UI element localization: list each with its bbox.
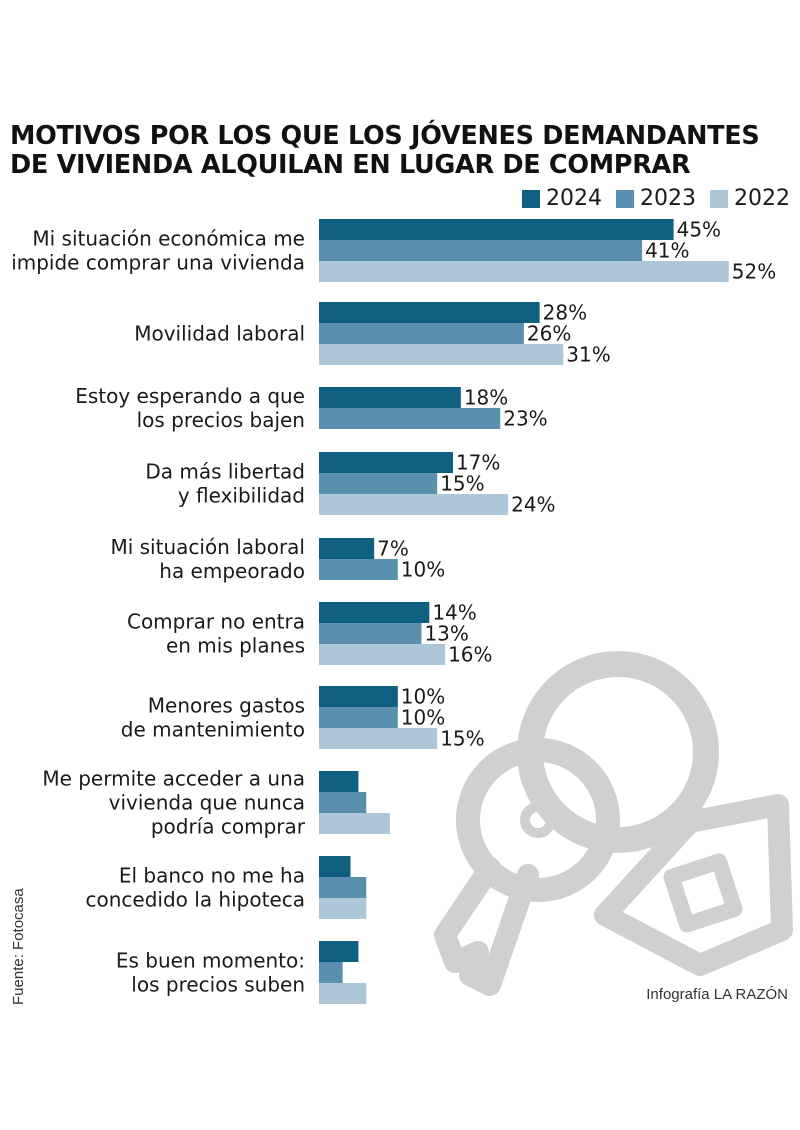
category-label-movilidad-laboral-line-1: Movilidad laboral bbox=[134, 322, 305, 346]
legend: 2024 2023 2022 bbox=[508, 186, 790, 211]
bar-2022-cat-9 bbox=[319, 898, 367, 919]
bar-2023-cat-7 bbox=[319, 707, 398, 728]
value-label-2024-cat-2: 28% bbox=[543, 301, 587, 325]
category-label-me-permite-acceder-a-una-line-1: Me permite acceder a una bbox=[42, 767, 305, 791]
value-label-2023-cat-7: 10% bbox=[401, 706, 445, 730]
category-label-comprar-no-entra-line-2: en mis planes bbox=[166, 634, 305, 658]
bar-2022-cat-7 bbox=[319, 728, 438, 749]
legend-item-2022: 2022 bbox=[710, 186, 790, 211]
category-label-comprar-no-entra-line-1: Comprar no entra bbox=[127, 610, 305, 634]
legend-item-2024: 2024 bbox=[522, 186, 602, 211]
category-label-menores-gastos-line-1: Menores gastos bbox=[148, 694, 305, 718]
category-label-da-mas-libertad-line-2: y flexibilidad bbox=[178, 484, 305, 508]
value-label-2024-cat-6: 14% bbox=[432, 601, 476, 625]
bar-2024-cat-7 bbox=[319, 686, 398, 707]
bar-2023-cat-9 bbox=[319, 877, 367, 898]
bar-2024-cat-6 bbox=[319, 602, 430, 623]
value-label-2023-cat-3: 23% bbox=[503, 407, 547, 431]
legend-swatch-2023 bbox=[616, 189, 634, 208]
legend-swatch-2022 bbox=[710, 189, 728, 208]
category-label-me-permite-acceder-a-una-line-2: vivienda que nunca bbox=[109, 791, 305, 815]
category-label-el-banco-no-me-ha-line-1: El banco no me ha bbox=[119, 864, 305, 888]
bar-2023-cat-2 bbox=[319, 323, 524, 344]
bar-2024-cat-10 bbox=[319, 941, 359, 962]
bar-2022-cat-6 bbox=[319, 644, 446, 665]
bar-2023-cat-3 bbox=[319, 408, 501, 429]
bar-2022-cat-4 bbox=[319, 494, 509, 515]
category-label-mi-situacion-economica-me-line-2: impide comprar una vivienda bbox=[11, 251, 305, 275]
value-label-2024-cat-4: 17% bbox=[456, 451, 500, 475]
category-label-es-buen-momento-line-2: los precios suben bbox=[131, 973, 305, 997]
value-label-2022-cat-4: 24% bbox=[511, 493, 555, 517]
chart-title: MOTIVOS POR LOS QUE LOS JÓVENES DEMANDAN… bbox=[10, 122, 770, 180]
value-label-2024-cat-5: 7% bbox=[377, 537, 409, 561]
bar-2023-cat-10 bbox=[319, 962, 343, 983]
value-label-2022-cat-2: 31% bbox=[566, 343, 610, 367]
category-label-estoy-esperando-a-que-line-2: los precios bajen bbox=[137, 408, 305, 432]
value-label-2022-cat-6: 16% bbox=[448, 643, 492, 667]
legend-label-2022: 2022 bbox=[734, 186, 790, 211]
bar-2022-cat-10 bbox=[319, 983, 367, 1004]
bar-2024-cat-3 bbox=[319, 387, 461, 408]
value-label-2023-cat-2: 26% bbox=[527, 322, 571, 346]
legend-swatch-2024 bbox=[522, 189, 540, 208]
source-note: Fuente: Fotocasa bbox=[10, 888, 27, 1005]
category-label-me-permite-acceder-a-una-line-3: podría comprar bbox=[151, 815, 306, 839]
value-label-2023-cat-6: 13% bbox=[424, 622, 468, 646]
category-label-mi-situacion-economica-me-line-1: Mi situación económica me bbox=[32, 227, 305, 251]
bar-2023-cat-1 bbox=[319, 240, 643, 261]
value-label-2022-cat-7: 15% bbox=[440, 727, 484, 751]
bar-2022-cat-1 bbox=[319, 261, 729, 282]
legend-label-2024: 2024 bbox=[546, 186, 602, 211]
chart-title-line-2: DE VIVIENDA ALQUILAN EN LUGAR DE COMPRAR bbox=[10, 150, 691, 180]
legend-item-2023: 2023 bbox=[616, 186, 696, 211]
bar-2023-cat-8 bbox=[319, 792, 367, 813]
bar-2022-cat-2 bbox=[319, 344, 564, 365]
bar-2023-cat-5 bbox=[319, 559, 398, 580]
category-label-el-banco-no-me-ha-line-2: concedido la hipoteca bbox=[86, 888, 305, 912]
bar-2024-cat-5 bbox=[319, 538, 375, 559]
category-label-estoy-esperando-a-que-line-1: Estoy esperando a que bbox=[75, 384, 305, 408]
bar-2024-cat-4 bbox=[319, 452, 453, 473]
bar-2023-cat-6 bbox=[319, 623, 422, 644]
chart-title-line-1: MOTIVOS POR LOS QUE LOS JÓVENES DEMANDAN… bbox=[10, 121, 760, 151]
bar-2022-cat-8 bbox=[319, 813, 390, 834]
value-label-2022-cat-1: 52% bbox=[732, 260, 776, 284]
value-label-2024-cat-3: 18% bbox=[464, 386, 508, 410]
value-label-2024-cat-1: 45% bbox=[677, 218, 721, 242]
category-label-mi-situacion-laboral-line-2: ha empeorado bbox=[159, 559, 305, 583]
category-label-da-mas-libertad-line-1: Da más libertad bbox=[145, 460, 305, 484]
credit-note: Infografía LA RAZÓN bbox=[646, 986, 788, 1003]
value-label-2023-cat-1: 41% bbox=[645, 239, 689, 263]
bar-2023-cat-4 bbox=[319, 473, 438, 494]
value-label-2023-cat-5: 10% bbox=[401, 558, 445, 582]
category-label-es-buen-momento-line-1: Es buen momento: bbox=[116, 949, 305, 973]
bar-2024-cat-8 bbox=[319, 771, 359, 792]
category-label-menores-gastos-line-2: de mantenimiento bbox=[121, 718, 305, 742]
bar-2024-cat-9 bbox=[319, 856, 351, 877]
bar-2024-cat-2 bbox=[319, 302, 540, 323]
value-label-2023-cat-4: 15% bbox=[440, 472, 484, 496]
legend-label-2023: 2023 bbox=[640, 186, 696, 211]
value-label-2024-cat-7: 10% bbox=[401, 685, 445, 709]
bar-2024-cat-1 bbox=[319, 219, 674, 240]
category-label-mi-situacion-laboral-line-1: Mi situación laboral bbox=[110, 535, 305, 559]
